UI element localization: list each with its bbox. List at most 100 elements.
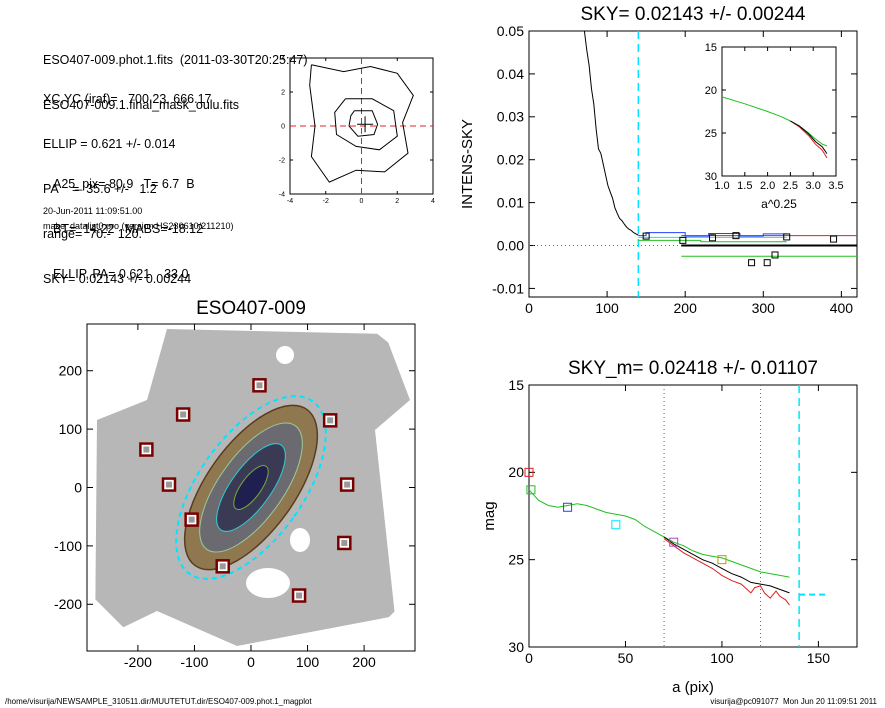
x-tick-label: 100 (595, 300, 619, 316)
sky-series-line (583, 30, 639, 236)
sb-marker (524, 467, 534, 477)
x-tick-label: 1.5 (737, 180, 752, 192)
file-line: ESO407-009.phot.1.fits (2011-03-30T20:25… (43, 53, 308, 67)
masked-star-core (166, 481, 172, 488)
x-tick-label: 200 (674, 300, 698, 316)
param-line: ELLIP = 0.621 +/- 0.014 (43, 137, 176, 151)
masked-star-core (327, 417, 334, 424)
x-tick-label: 2.0 (760, 180, 775, 192)
y-tick-label: 200 (59, 363, 83, 379)
y-tick-label: -100 (54, 538, 82, 554)
y-tick-label: 20 (508, 464, 524, 480)
param-line: BT= 14.22 MABS=-18.12 (53, 222, 204, 236)
y-tick-label: 0.01 (497, 195, 524, 211)
param-line: range= 70.- 120. (43, 227, 143, 241)
masked-star (290, 528, 310, 552)
isophote-contour (309, 64, 414, 183)
y-tick-label: 0.05 (497, 23, 524, 39)
y-tick-label: 20 (705, 85, 717, 97)
isophote-contour (348, 110, 379, 137)
sky-frame (528, 30, 858, 298)
inset-series-line (790, 120, 828, 154)
y-tick-label: 0.03 (497, 109, 524, 125)
x-tick-label: 3.0 (806, 180, 821, 192)
sb-series-line (663, 538, 790, 606)
inset-xlabel: a^0.25 (761, 197, 797, 211)
param-line: A25_pix= 80.9 T= 6.7 B (53, 177, 195, 191)
file-info: ESO407-009.phot.1.fits (2011-03-30T20:25… (43, 23, 308, 128)
x-tick-label: 4 (431, 198, 435, 205)
inset-series-line (790, 120, 828, 159)
file-line: ESO407-009.1.final_mask_oulu.fits (43, 98, 239, 112)
sb-series-line (528, 489, 790, 578)
x-tick-label: -4 (287, 198, 293, 205)
inset-background (722, 47, 836, 176)
param-line: PA = 35.6 +/- 1.2 (43, 182, 157, 196)
sky-ylabel: INTENS-SKY (459, 119, 476, 209)
sky-marker (732, 232, 740, 240)
masked-star (246, 568, 290, 598)
x-tick-label: 0 (360, 198, 364, 205)
param-line: SKY= 0.02143 +/- 0.00244 (43, 272, 192, 286)
y-tick-label: -4 (279, 191, 285, 198)
inset-frame (721, 46, 837, 177)
y-tick-label: 0 (281, 123, 285, 130)
x-tick-label: 0 (525, 300, 533, 316)
y-tick-label: 0.00 (497, 237, 524, 253)
sb-frame (528, 384, 858, 648)
masked-star-core (219, 563, 226, 570)
galaxy-core (233, 465, 269, 510)
x-tick-label: 0 (247, 654, 255, 670)
x-tick-label: 200 (352, 654, 376, 670)
param-line: XC,YC (iraf)= 700.23, 666.17 (43, 92, 212, 106)
y-tick-label: 2 (281, 89, 285, 96)
x-tick-label: 150 (807, 650, 831, 666)
sky-marker (783, 233, 791, 241)
y-tick-label: 100 (59, 421, 83, 437)
y-tick-label: 15 (508, 377, 524, 393)
y-tick-label: 0.04 (497, 66, 524, 82)
x-tick-label: 400 (830, 300, 854, 316)
sb-title: SKY_m= 0.02418 +/- 0.01107 (568, 358, 818, 379)
program-version: make_datalist0.pro (version HS230610/211… (43, 221, 234, 231)
run-date: 20-Jun-2011 11:09:51.00 (43, 206, 143, 216)
x-tick-label: 2.5 (783, 180, 798, 192)
sky-series-line (638, 239, 787, 243)
sky-marker (748, 259, 756, 267)
sky-marker (830, 235, 838, 243)
sb-marker (563, 502, 573, 512)
y-tick-label: 30 (705, 171, 717, 183)
x-tick-label: -100 (180, 654, 208, 670)
sky-marker (763, 259, 771, 267)
image-mask-region (87, 591, 147, 651)
masked-star-core (180, 411, 187, 418)
x-tick-label: 100 (296, 654, 320, 670)
x-tick-label: 2 (395, 198, 399, 205)
x-tick-label: -2 (323, 198, 329, 205)
fit-params: XC,YC (iraf)= 700.23, 666.17 ELLIP = 0.6… (43, 62, 212, 302)
sb-marker (611, 520, 621, 530)
image-title: ESO407-009 (196, 298, 306, 319)
y-tick-label: 15 (705, 42, 717, 54)
masked-star-core (344, 481, 351, 488)
x-tick-label: 0 (525, 650, 533, 666)
masked-star-core (296, 592, 303, 599)
masked-star-core (143, 446, 150, 453)
x-tick-label: 1.0 (714, 180, 729, 192)
param-line: ELLIP, PA= 0.621 33.0 (53, 267, 189, 281)
image-mask-region (365, 324, 415, 364)
sb-marker (669, 537, 679, 547)
sky-title: SKY= 0.02143 +/- 0.00244 (580, 4, 805, 25)
x-tick-label: -200 (124, 654, 152, 670)
isophote-contour (334, 98, 398, 151)
y-tick-label: 0 (74, 479, 82, 495)
y-tick-label: -2 (279, 157, 285, 164)
sky-marker (771, 251, 779, 259)
derived-params: A25_pix= 80.9 T= 6.7 B BT= 14.22 MABS=-1… (53, 147, 203, 297)
y-tick-label: 25 (508, 552, 524, 568)
user-timestamp: visurija@pc091077 Mon Jun 20 11:09:51 20… (710, 697, 877, 706)
sky-marker (679, 236, 687, 244)
masked-star-core (256, 382, 263, 389)
masked-star-core (341, 539, 348, 546)
sb-ylabel: mag (481, 501, 498, 530)
